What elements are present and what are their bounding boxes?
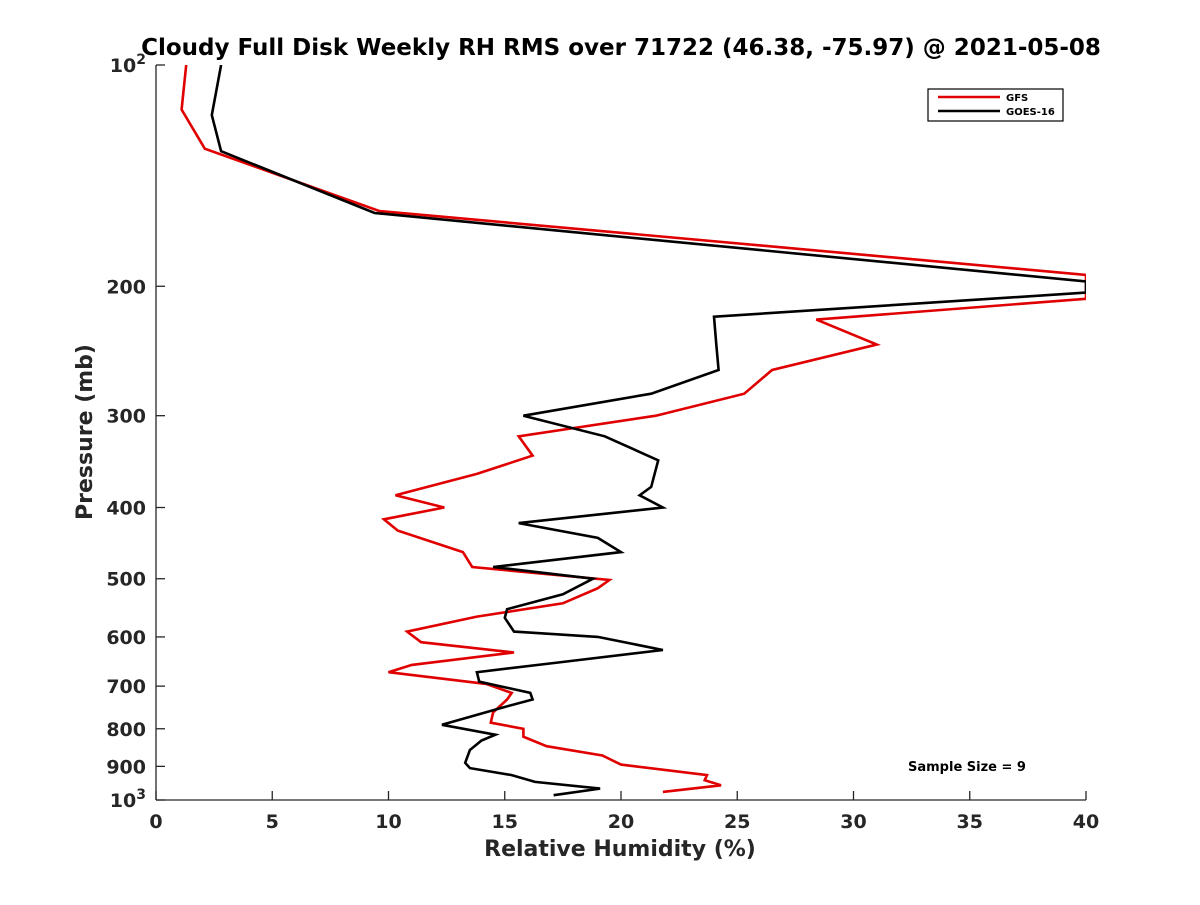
- y-tick-label: 400: [106, 498, 146, 520]
- x-tick-label: 0: [149, 811, 162, 833]
- series-line-goes-16: [210, 65, 1086, 797]
- legend: GFS GOES-16: [927, 88, 1064, 122]
- y-tick-label: 200: [106, 276, 146, 298]
- x-tick-label: 40: [1073, 811, 1099, 833]
- legend-label-goes-16: GOES-16: [1006, 107, 1055, 118]
- y-tick-label: 500: [106, 569, 146, 591]
- y-tick-label: 300: [106, 406, 146, 428]
- x-axis-label: Relative Humidity (%): [484, 837, 756, 862]
- legend-box: [927, 88, 1064, 122]
- x-tick-label: 30: [840, 811, 866, 833]
- y-tick-label: 600: [106, 627, 146, 649]
- axes-layer: 0 5 10 15 20 25 30 35 40 102 200 300 400 500 600 700 800…: [106, 52, 1099, 833]
- x-tick-label: 35: [957, 811, 983, 833]
- sample-size-annotation: Sample Size = 9: [908, 760, 1026, 775]
- plot-area: [156, 65, 1086, 800]
- y-tick-label: 103: [110, 787, 146, 812]
- chart-title: Cloudy Full Disk Weekly RH RMS over 7172…: [141, 35, 1101, 61]
- series-layer: [180, 65, 1086, 797]
- plot-background: [156, 65, 1086, 800]
- x-tick-label: 10: [375, 811, 401, 833]
- y-tick-label: 900: [106, 756, 146, 778]
- y-tick-label: 700: [106, 676, 146, 698]
- legend-label-gfs: GFS: [1006, 93, 1028, 104]
- y-axis-label: Pressure (mb): [73, 344, 98, 520]
- y-tick-label: 800: [106, 719, 146, 741]
- series-line-gfs: [180, 65, 1086, 794]
- x-tick-label: 15: [492, 811, 518, 833]
- x-tick-label: 25: [724, 811, 750, 833]
- x-tick-label: 20: [608, 811, 634, 833]
- y-tick-label: 102: [110, 52, 146, 77]
- x-tick-label: 5: [266, 811, 279, 833]
